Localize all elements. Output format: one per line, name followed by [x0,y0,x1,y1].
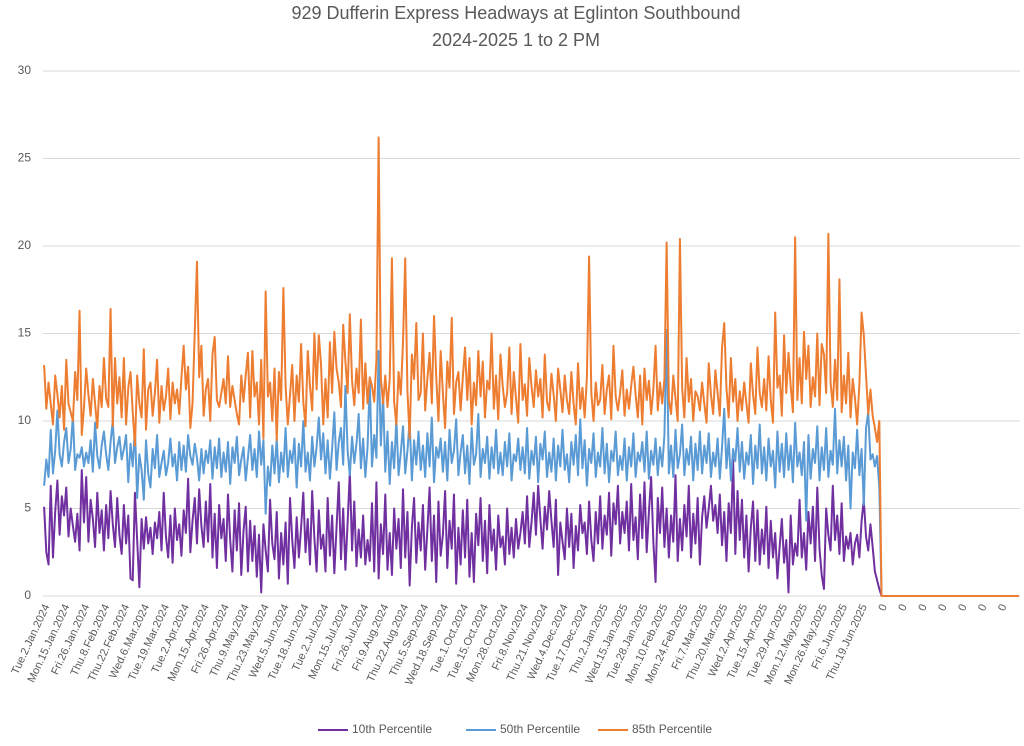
legend-label: 85th Percentile [632,722,712,736]
x-tick-label: 0 [956,602,969,613]
data-line [43,329,1019,597]
y-tick-label: 0 [24,588,31,602]
y-tick-label: 10 [18,413,32,427]
x-tick-label: 0 [876,602,889,613]
data-line [43,458,1019,597]
y-tick-label: 25 [18,151,32,165]
x-tick-label: 0 [936,602,949,613]
x-tick-label: 0 [916,602,929,613]
legend-label: 50th Percentile [500,722,580,736]
y-tick-label: 30 [18,63,32,77]
x-tick-label: 0 [976,602,989,613]
legend-label: 10th Percentile [352,722,432,736]
y-tick-label: 15 [18,326,32,340]
data-line [43,136,1019,597]
y-tick-label: 5 [24,501,31,515]
x-tick-label: 0 [996,602,1009,613]
chart-title: 929 Dufferin Express Headways at Eglinto… [292,3,741,23]
y-tick-label: 20 [18,238,32,252]
chart-subtitle: 2024-2025 1 to 2 PM [432,30,600,50]
x-tick-label: 0 [896,602,909,613]
